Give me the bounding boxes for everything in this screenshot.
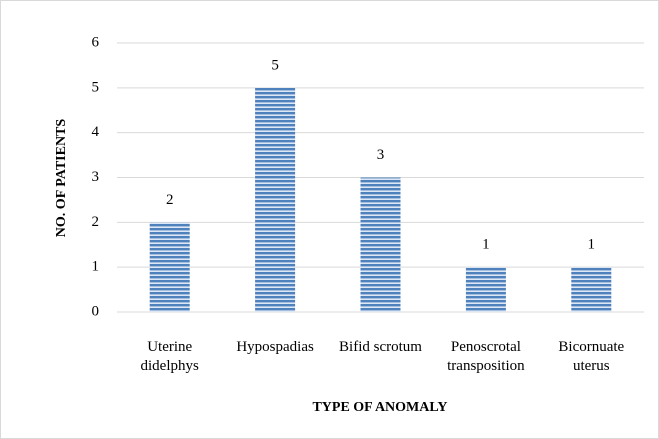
x-tick-label: Bicornuate uterus <box>558 339 624 374</box>
y-tick-label: 6 <box>92 34 100 50</box>
bar <box>149 222 190 312</box>
bar <box>255 87 296 312</box>
y-tick-label: 4 <box>92 124 100 140</box>
x-axis-label: TYPE OF ANOMALY <box>312 400 447 415</box>
y-tick-label: 2 <box>92 214 100 230</box>
data-label: 1 <box>482 237 490 253</box>
y-tick-label: 0 <box>92 303 100 319</box>
x-tick-label: Penoscrotal transposition <box>447 339 525 374</box>
y-tick-label: 5 <box>92 79 100 95</box>
bar <box>571 267 612 312</box>
data-label: 3 <box>377 147 385 163</box>
x-tick-label: Uterine didelphys <box>141 339 199 374</box>
bar <box>360 177 401 312</box>
y-tick-label: 1 <box>92 259 100 275</box>
y-tick-label: 3 <box>92 169 100 185</box>
y-axis-label: NO. OF PATIENTS <box>54 119 69 238</box>
data-label: 2 <box>166 192 174 208</box>
data-label: 1 <box>588 237 596 253</box>
bar <box>465 267 506 312</box>
x-tick-label: Hypospadias <box>236 339 314 355</box>
x-tick-label: Bifid scrotum <box>339 339 422 355</box>
data-label: 5 <box>271 57 279 73</box>
